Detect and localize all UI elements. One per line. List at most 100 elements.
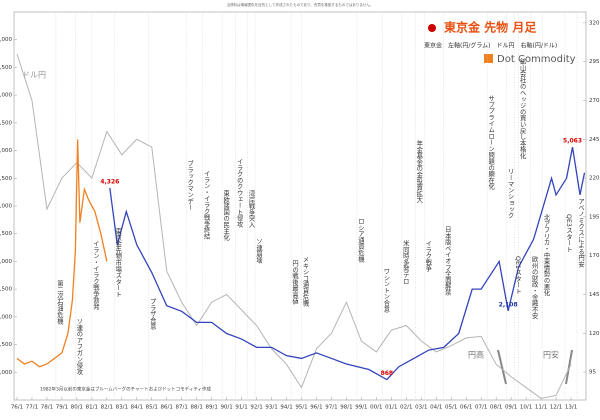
x-tick-label: 83/1 xyxy=(116,405,128,411)
value-label: 4,326 xyxy=(100,178,119,185)
annotation: プラザ合意 xyxy=(149,298,156,330)
x-tick-label: 76/1 xyxy=(11,405,23,411)
annotation: ワシントン合意 xyxy=(382,268,389,313)
annotation: 鉱山会社のヘッジの買い戻し本格化 xyxy=(519,57,526,160)
x-tick-label: 81/1 xyxy=(86,405,98,411)
x-tick-label: 92/1 xyxy=(250,405,262,411)
annotation: 湾岸戦争突入 xyxy=(248,189,255,228)
annotation: 米同時多発テロ xyxy=(402,239,409,285)
annotation: ソ連のアフガン侵攻 xyxy=(75,318,82,376)
y-tick-label: 4,500 xyxy=(0,176,12,182)
x-tick-label: 85/1 xyxy=(146,405,158,411)
x-tick-label: 02/1 xyxy=(400,405,412,411)
x-tick-label: 90/1 xyxy=(220,405,232,411)
x-tick-label: 09/1 xyxy=(505,405,517,411)
x-tick-label: 00/1 xyxy=(370,405,382,411)
annotation: 欧州の財政・金融不安 xyxy=(531,255,538,321)
annotation: ブラックマンデー xyxy=(186,159,193,211)
chart-title: 東京金 先物 月足 xyxy=(444,20,536,35)
x-tick-label: 01/1 xyxy=(385,405,397,411)
y-tick-label: 3,500 xyxy=(0,231,12,237)
yen-weak-label: 円安 xyxy=(543,350,559,360)
y-tick-label: 6,500 xyxy=(0,65,12,71)
y2-tick-label: 195 xyxy=(589,214,600,220)
arrow xyxy=(565,349,573,385)
y-tick-label: 4,000 xyxy=(0,204,12,210)
series-line xyxy=(109,146,586,381)
x-tick-label: 08/1 xyxy=(490,405,502,411)
annotation: イラン・イラク戦争終結 xyxy=(203,170,210,241)
annotation: 東欧諸国の民主化 xyxy=(222,189,229,242)
y-tick-label: 1,500 xyxy=(0,342,12,348)
y-tick-label: 2,500 xyxy=(0,287,12,293)
annotation: イラン・イラク戦争勃発 xyxy=(92,240,99,311)
x-tick-label: 04/1 xyxy=(430,405,442,411)
value-label: 5,063 xyxy=(563,138,582,145)
annotation: 円の戦後最高値 xyxy=(291,260,298,306)
y2-tick-label: 120 xyxy=(589,331,600,337)
y-tick-label: 5,000 xyxy=(0,148,12,154)
x-tick-label: 80/1 xyxy=(71,405,83,411)
legend-text: 東京金 左軸(円/グラム) ドル円 右軸(円/ドル) xyxy=(424,42,557,50)
annotation: QE1スタート xyxy=(514,256,521,294)
annotation: リーマンショック xyxy=(507,168,514,219)
arrow xyxy=(497,349,507,385)
x-tick-label: 82/1 xyxy=(101,405,113,411)
y-tick-label: 5,500 xyxy=(0,120,12,126)
y-tick-label: 2,000 xyxy=(0,314,12,320)
x-tick-label: 99/1 xyxy=(355,405,367,411)
x-tick-label: 03/1 xyxy=(415,405,427,411)
title-dot xyxy=(428,24,436,32)
y2-tick-label: 95 xyxy=(589,370,596,376)
plot-area xyxy=(13,11,587,401)
x-tick-label: 88/1 xyxy=(191,405,203,411)
annotation: 第二次石油危機 xyxy=(56,279,63,326)
x-tick-label: 94/1 xyxy=(280,405,292,411)
x-tick-label: 77/1 xyxy=(26,405,38,411)
y2-tick-label: 270 xyxy=(589,98,600,104)
x-tick-label: 96/1 xyxy=(310,405,322,411)
x-tick-label: 11/1 xyxy=(535,405,547,411)
annotation: メキシコ通貨危機 xyxy=(301,256,308,308)
x-tick-label: 13/1 xyxy=(565,405,577,411)
disclaimer: 当資料は情報提供を目的として作成されたものであり、売買を推奨するものではありませ… xyxy=(227,2,374,7)
y2-tick-label: 245 xyxy=(589,137,600,143)
x-tick-label: 79/1 xyxy=(56,405,68,411)
x-tick-label: 07/1 xyxy=(475,405,487,411)
x-tick-label: 91/1 xyxy=(235,405,247,411)
brand-icon xyxy=(484,54,493,63)
x-tick-label: 06/1 xyxy=(460,405,472,411)
series-label: ドル円 xyxy=(22,71,46,80)
annotation: QE3スタート xyxy=(565,214,572,252)
value-label: 868 xyxy=(381,370,394,377)
x-tick-label: 95/1 xyxy=(295,405,307,411)
y2-tick-label: 295 xyxy=(589,59,600,65)
annotation: サブプライムローン問題の顕在化 xyxy=(487,95,494,191)
y2-tick-label: 145 xyxy=(589,292,600,298)
x-tick-label: 05/1 xyxy=(445,405,457,411)
y2-tick-label: 220 xyxy=(589,176,600,182)
y2-tick-label: 170 xyxy=(589,253,600,259)
yen-strong-label: 円高 xyxy=(468,350,484,360)
x-tick-label: 97/1 xyxy=(325,405,337,411)
x-tick-label: 93/1 xyxy=(265,405,277,411)
x-tick-label: 98/1 xyxy=(340,405,352,411)
x-tick-label: 84/1 xyxy=(131,405,143,411)
series-line xyxy=(16,53,572,399)
series-line xyxy=(16,139,108,368)
annotation: イラクのクウェート侵攻 xyxy=(236,158,243,229)
x-tick-label: 12/1 xyxy=(550,405,562,411)
annotation: 年金基金の金投資拡大 xyxy=(415,139,422,205)
value-label: 2,108 xyxy=(499,301,518,308)
annotation: 東京金先物市場スタート xyxy=(114,227,121,298)
x-tick-label: 86/1 xyxy=(161,405,173,411)
x-tick-label: 89/1 xyxy=(205,405,217,411)
annotation: ロシア通貨危機 xyxy=(357,218,364,263)
y-tick-label: 6,000 xyxy=(0,93,12,99)
y-tick-label: 3,000 xyxy=(0,259,12,265)
annotation: 日本版ペイオフ全面解禁 xyxy=(444,226,451,296)
annotation: アベノミクスによる円安 xyxy=(577,198,584,269)
source-note: 1982年3月以前の東京金はブルームバーグのチャートおよびドットコモディティ作成 xyxy=(40,386,212,393)
